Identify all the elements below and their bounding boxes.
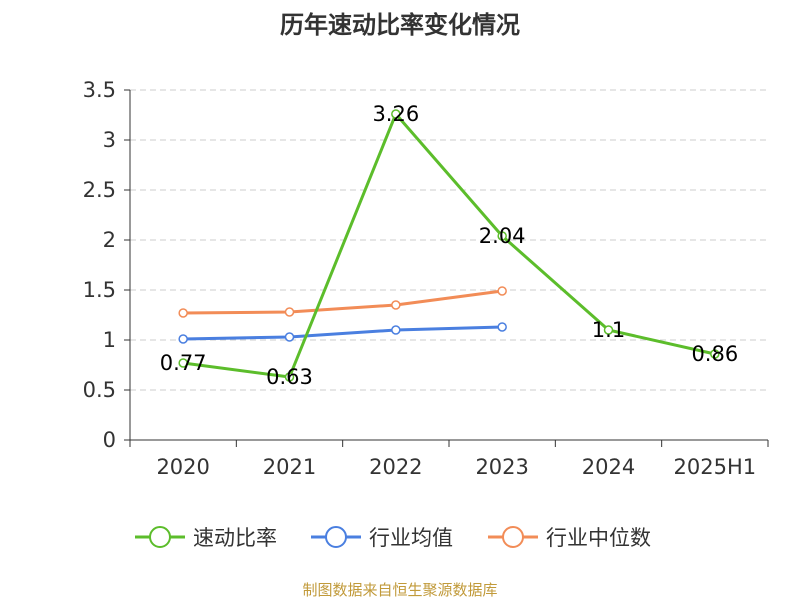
legend-marker-icon bbox=[325, 526, 347, 548]
data-point bbox=[497, 322, 507, 332]
data-label: 0.77 bbox=[160, 351, 207, 375]
data-point bbox=[284, 332, 295, 342]
y-tick-label: 0 bbox=[103, 428, 116, 452]
series-line-1 bbox=[181, 325, 504, 341]
series-line-2 bbox=[181, 289, 504, 315]
legend-marker-icon bbox=[149, 526, 171, 548]
data-label: 0.86 bbox=[691, 342, 738, 366]
series-layer bbox=[178, 109, 720, 382]
chart-title: 历年速动比率变化情况 bbox=[280, 11, 520, 39]
legend-label: 速动比率 bbox=[193, 526, 277, 550]
data-point bbox=[603, 325, 614, 335]
data-point bbox=[178, 308, 188, 318]
source-note: 制图数据来自恒生聚源数据库 bbox=[302, 581, 497, 599]
data-point bbox=[284, 372, 295, 382]
legend-item-0[interactable]: 速动比率 bbox=[135, 526, 277, 550]
data-point bbox=[497, 286, 507, 296]
x-tick-label: 2022 bbox=[369, 455, 422, 479]
data-point bbox=[178, 334, 188, 344]
x-axis-ticks: 2020 2021 2022 2023 2024 2025H1 bbox=[156, 455, 756, 479]
y-tick-label: 3.5 bbox=[83, 78, 116, 102]
legend-item-2[interactable]: 行业中位数 bbox=[488, 526, 651, 550]
data-labels: 0.77 0.63 3.26 2.04 1.1 0.86 bbox=[160, 102, 738, 389]
y-axis-ticks: 0 0.5 1 1.5 2 2.5 3 3.5 bbox=[83, 78, 116, 452]
y-tick-label: 0.5 bbox=[83, 378, 116, 402]
legend-marker-icon bbox=[502, 526, 524, 548]
series-line-0 bbox=[181, 112, 717, 379]
y-tick-label: 3 bbox=[103, 128, 116, 152]
data-point bbox=[497, 231, 507, 241]
data-point bbox=[710, 349, 720, 359]
data-point bbox=[391, 325, 401, 335]
legend-label: 行业均值 bbox=[369, 526, 453, 550]
x-tick-label: 2025H1 bbox=[674, 455, 757, 479]
gridlines bbox=[130, 89, 768, 391]
x-tick-label: 2023 bbox=[475, 455, 528, 479]
legend-label: 行业中位数 bbox=[546, 526, 651, 550]
data-point bbox=[178, 358, 188, 368]
y-tick-label: 2 bbox=[103, 228, 116, 252]
data-label: 3.26 bbox=[372, 102, 419, 126]
x-tick-label: 2020 bbox=[156, 455, 209, 479]
legend-item-1[interactable]: 行业均值 bbox=[311, 526, 453, 550]
legend[interactable]: 速动比率 行业均值 行业中位数 bbox=[135, 526, 651, 550]
data-point bbox=[391, 300, 401, 310]
data-point bbox=[284, 307, 295, 317]
data-label: 2.04 bbox=[479, 224, 526, 248]
x-tick-label: 2024 bbox=[582, 455, 635, 479]
data-label: 0.63 bbox=[266, 365, 313, 389]
axes bbox=[124, 89, 769, 447]
y-tick-label: 1.5 bbox=[83, 278, 116, 302]
y-tick-label: 1 bbox=[103, 328, 116, 352]
data-point bbox=[391, 109, 401, 119]
x-tick-label: 2021 bbox=[263, 455, 316, 479]
data-label: 1.1 bbox=[592, 318, 625, 342]
y-tick-label: 2.5 bbox=[83, 178, 116, 202]
